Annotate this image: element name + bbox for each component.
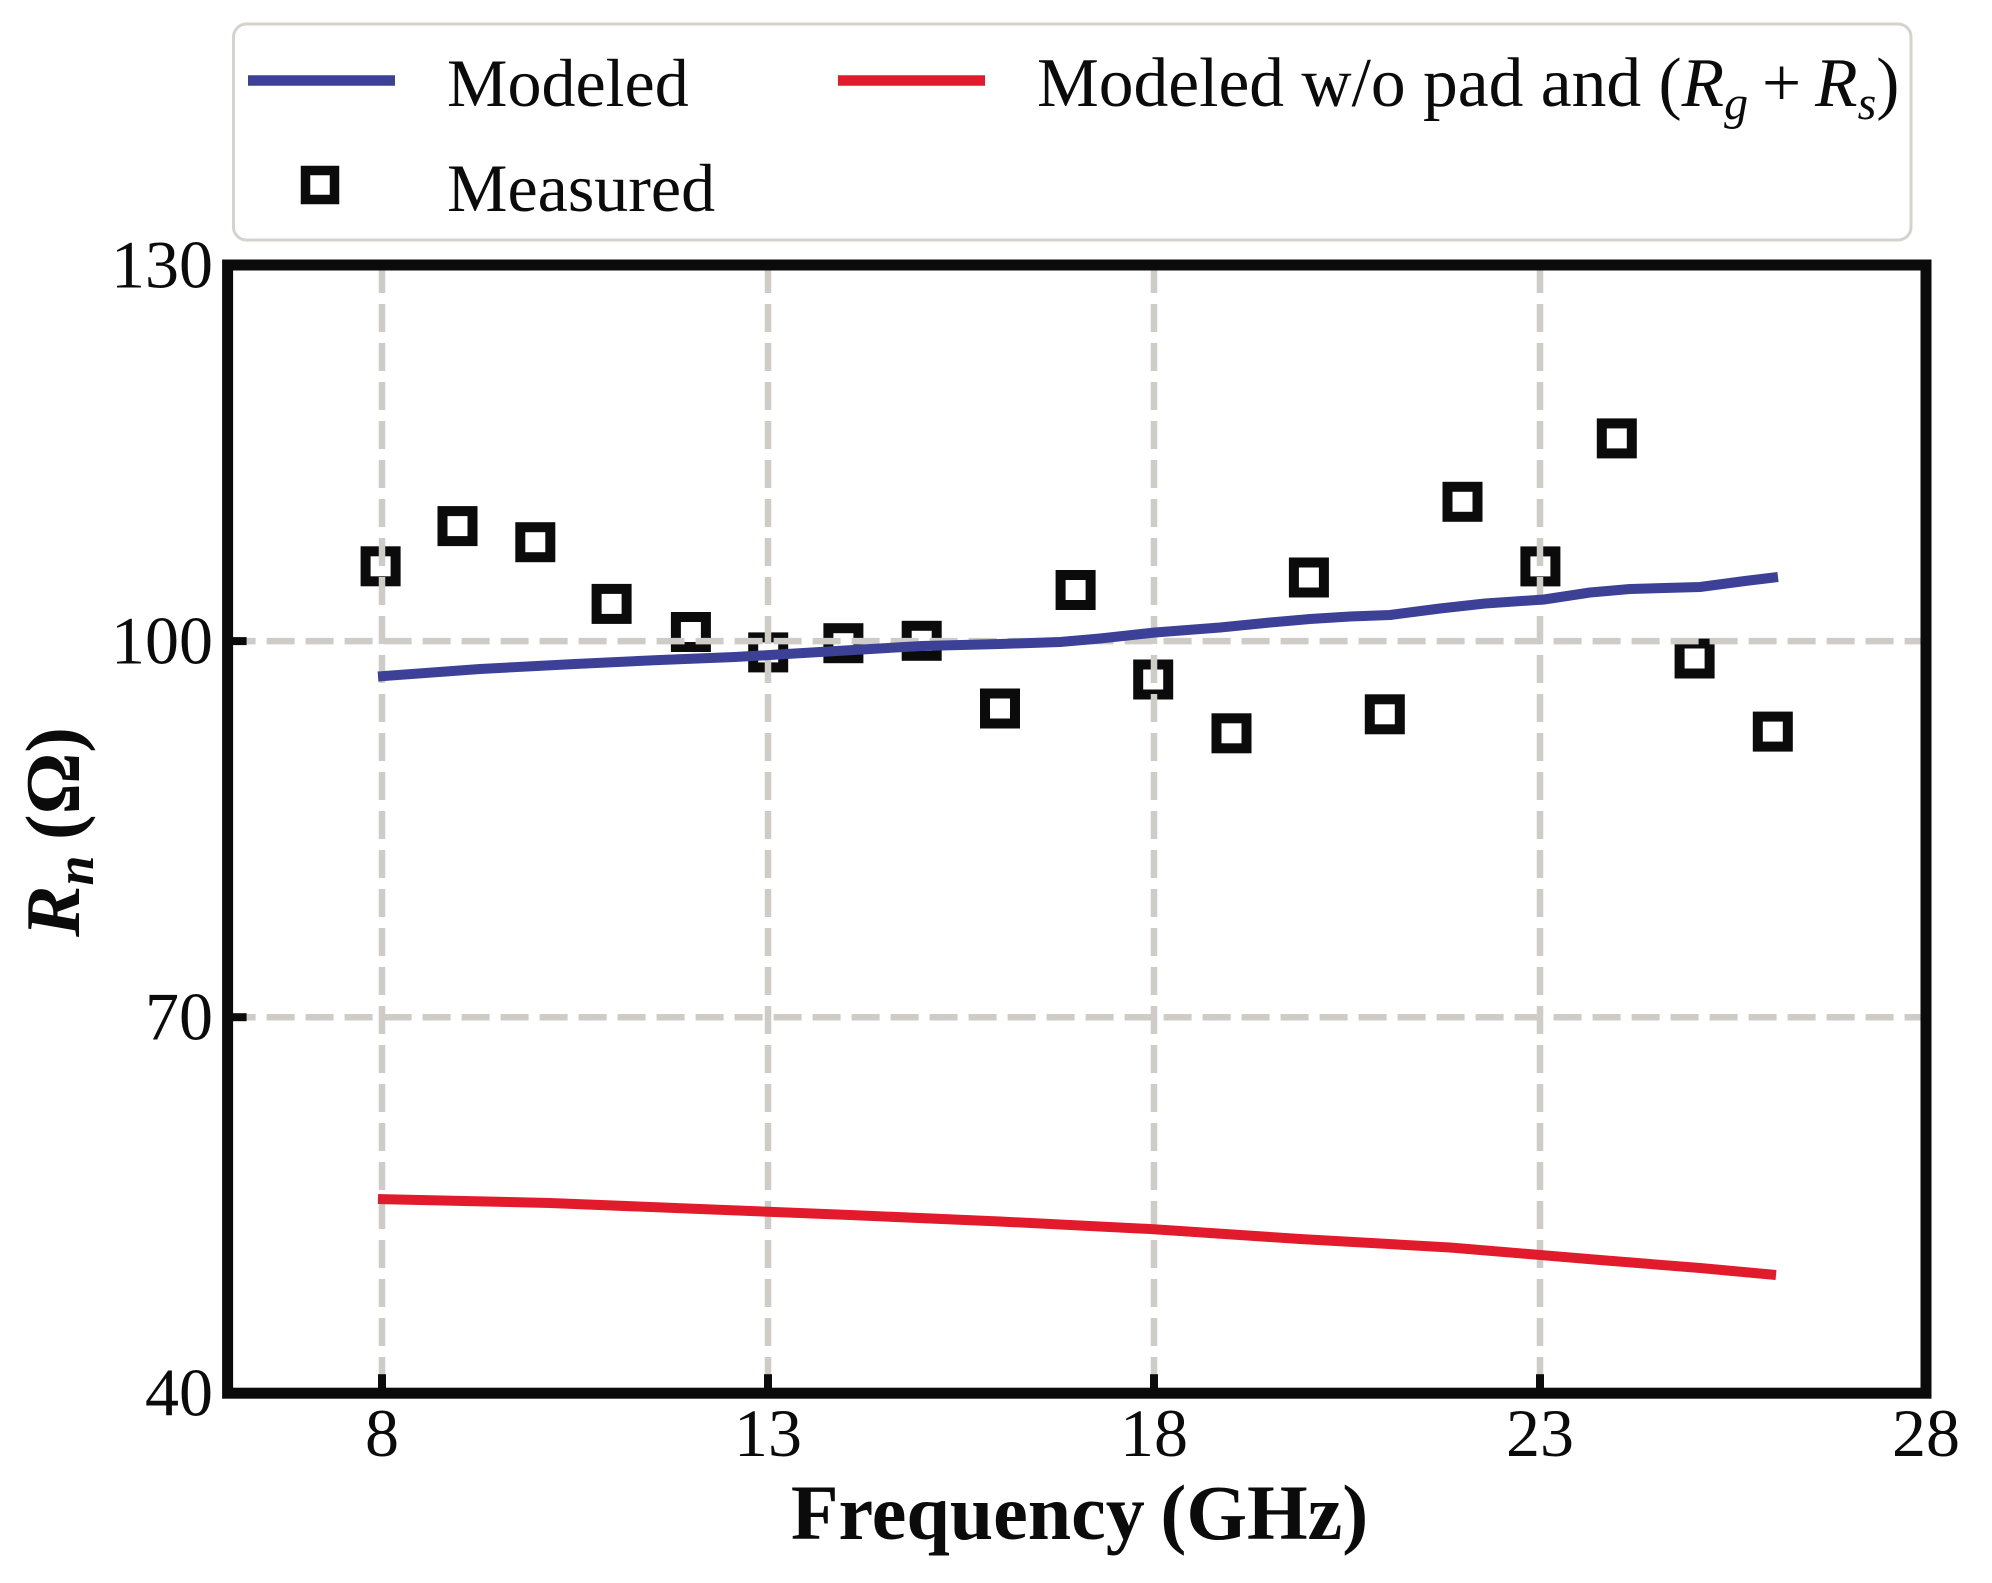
svg-text:Modeled: Modeled [447,45,689,121]
svg-text:100: 100 [111,603,213,679]
svg-text:130: 130 [111,227,213,303]
svg-text:28: 28 [1892,1395,1960,1471]
svg-text:13: 13 [734,1395,802,1471]
svg-text:18: 18 [1120,1395,1188,1471]
svg-text:Rn (Ω): Rn (Ω) [10,727,105,938]
svg-text:Frequency (GHz): Frequency (GHz) [791,1469,1368,1556]
svg-text:Modeled w/o pad and (Rg + Rs): Modeled w/o pad and (Rg + Rs) [1037,45,1899,130]
svg-text:70: 70 [145,979,213,1055]
svg-text:40: 40 [145,1355,213,1431]
svg-text:Measured: Measured [447,150,715,226]
svg-text:23: 23 [1506,1395,1574,1471]
svg-text:8: 8 [365,1395,399,1471]
